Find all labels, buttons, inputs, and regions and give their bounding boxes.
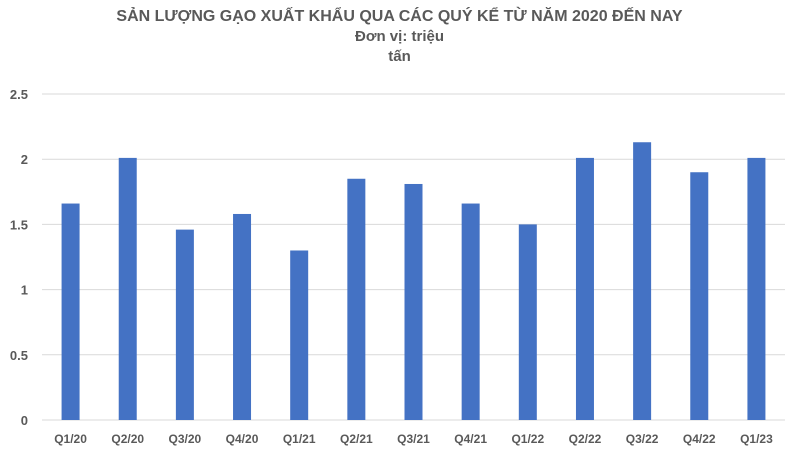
- y-tick-label: 0: [21, 413, 28, 428]
- y-tick-label: 2: [21, 152, 28, 167]
- x-category-label: Q2/20: [111, 432, 144, 446]
- bar: [118, 157, 137, 420]
- bar: [518, 224, 537, 420]
- bar: [347, 178, 366, 420]
- y-tick-label: 2.5: [10, 87, 28, 102]
- bar: [633, 142, 652, 421]
- chart-title: SẢN LƯỢNG GẠO XUẤT KHẨU QUA CÁC QUÝ KỂ T…: [116, 8, 683, 25]
- bar: [175, 229, 194, 420]
- x-category-label: Q3/21: [397, 432, 430, 446]
- chart-unit-line2: tấn: [388, 48, 411, 65]
- x-category-label: Q1/22: [511, 432, 544, 446]
- x-category-label: Q1/23: [740, 432, 773, 446]
- bars: [61, 142, 766, 421]
- x-category-label: Q4/20: [226, 432, 259, 446]
- bar: [575, 157, 594, 420]
- x-axis-labels: Q1/20 Q2/20 Q3/20 Q4/20 Q1/21 Q2/21 Q3/21 Q4/21…: [54, 432, 773, 446]
- x-category-label: Q2/21: [340, 432, 373, 446]
- bar: [690, 172, 709, 420]
- y-tick-label: 1: [21, 283, 28, 298]
- chart-unit-line1: Đơn vị: triệu: [354, 28, 444, 45]
- bar: [233, 213, 252, 420]
- bar: [61, 203, 80, 420]
- bar: [461, 203, 480, 420]
- y-axis-ticks: 0 0.5 1 1.5 2 2.5: [10, 87, 28, 428]
- x-category-label: Q1/21: [283, 432, 316, 446]
- y-tick-label: 1.5: [10, 217, 28, 232]
- bar: [290, 250, 309, 420]
- chart-header: SẢN LƯỢNG GẠO XUẤT KHẨU QUA CÁC QUÝ KỂ T…: [0, 6, 799, 67]
- x-category-label: Q4/21: [454, 432, 487, 446]
- x-category-label: Q2/22: [569, 432, 602, 446]
- bar: [747, 157, 766, 420]
- x-category-label: Q3/22: [626, 432, 659, 446]
- x-category-label: Q3/20: [169, 432, 202, 446]
- bar: [404, 183, 423, 420]
- x-category-label: Q4/22: [683, 432, 716, 446]
- y-tick-label: 0.5: [10, 348, 28, 363]
- x-category-label: Q1/20: [54, 432, 87, 446]
